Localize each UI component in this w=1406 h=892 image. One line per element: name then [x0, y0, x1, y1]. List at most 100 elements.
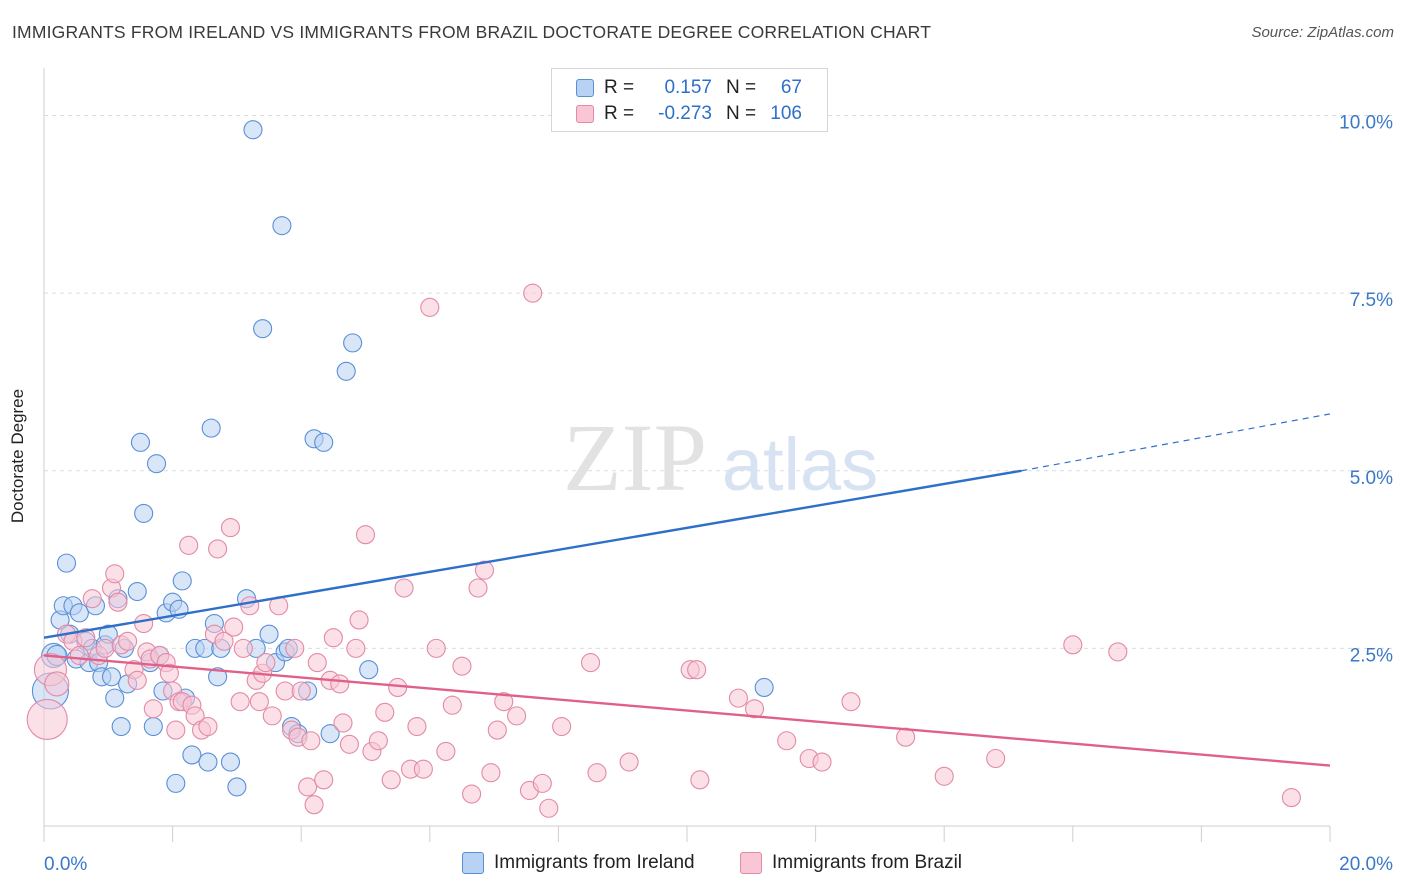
brazil-point [95, 638, 115, 658]
legend-swatch-brazil [740, 852, 762, 874]
brazil-point [986, 748, 1006, 769]
stats-n-label: N = [726, 77, 757, 98]
brazil-point [744, 699, 765, 719]
chart-title: IMMIGRANTS FROM IRELAND VS IMMIGRANTS FR… [12, 22, 932, 42]
stats-n-value: 67 [780, 77, 802, 98]
watermark-zip: ZIP [563, 404, 707, 511]
brazil-point [841, 692, 861, 712]
stats-row-brazil: R = -0.273 N = 106 [576, 102, 802, 126]
brazil-point [690, 770, 710, 790]
ireland-point [182, 745, 202, 765]
x-tick-label: 20.0% [1339, 854, 1393, 875]
brazil-point [301, 731, 321, 751]
brazil-point [240, 596, 260, 616]
brazil-point [934, 766, 954, 786]
brazil-point [166, 720, 186, 740]
brazil-point [355, 525, 376, 545]
y-tick-label: 2.5% [1350, 645, 1393, 666]
brazil-point [413, 759, 433, 779]
stats-r-label: R = [604, 77, 635, 98]
ireland-point [201, 418, 221, 438]
brazil-point [108, 592, 128, 612]
ireland-point [359, 660, 379, 680]
brazil-trend-line [43, 654, 1331, 767]
stats-box: R = 0.157 N = 67 R = -0.273 N = 106 [551, 68, 828, 132]
ireland-point [754, 677, 774, 698]
brazil-point [539, 798, 559, 818]
brazil-point [452, 656, 472, 676]
ireland-point [343, 333, 363, 353]
brazil-point [76, 628, 96, 648]
brazil-point [532, 773, 552, 793]
brazil-point [420, 297, 440, 317]
stats-r-label: R = [604, 103, 635, 124]
brazil-point [507, 706, 527, 726]
brazil-point [442, 695, 462, 715]
stats-r-value: 0.157 [664, 77, 712, 98]
brazil-point [436, 741, 456, 761]
brazil-point [118, 631, 138, 651]
brazil-point [249, 692, 269, 712]
legend-label-brazil: Immigrants from Brazil [772, 852, 963, 873]
ireland-point [220, 752, 241, 772]
brazil-point [468, 578, 488, 598]
y-tick-label: 7.5% [1350, 290, 1393, 311]
ireland-point [259, 624, 279, 644]
brazil-point [230, 692, 250, 712]
brazil-point [368, 731, 388, 751]
brazil-point [333, 713, 353, 733]
brazil-point [208, 539, 228, 559]
brazil-point [275, 681, 295, 701]
stats-n-value: 106 [770, 103, 802, 124]
brazil-point [523, 283, 543, 303]
brazil-point [462, 784, 482, 804]
ireland-point [127, 581, 147, 602]
watermark: ZIP atlas [563, 404, 878, 511]
legend-label-ireland: Immigrants from Ireland [494, 852, 695, 873]
brazil-point [44, 671, 70, 697]
ireland-point [243, 120, 263, 140]
ireland-point [69, 603, 89, 623]
ireland-trend-extension [1021, 413, 1331, 472]
brazil-point [494, 692, 514, 712]
brazil-point [26, 698, 68, 740]
brazil-point [349, 610, 369, 630]
brazil-point [314, 770, 334, 790]
brazil-point [198, 716, 218, 737]
ireland-point [336, 361, 356, 381]
ireland-point [111, 716, 131, 737]
brazil-point [346, 638, 366, 658]
brazil-point [224, 617, 244, 637]
brazil-point [262, 706, 282, 726]
legend-item-ireland[interactable]: Immigrants from Ireland [462, 852, 695, 874]
brazil-point [214, 631, 234, 651]
grid-layer [43, 68, 1392, 842]
brazil-point [587, 763, 607, 783]
ireland-point [208, 667, 228, 687]
tick-label-layer: 2.5% 5.0% 7.5% 10.0% 0.0% 20.0% [44, 113, 1393, 875]
brazil-point [339, 734, 359, 754]
ireland-point [166, 773, 186, 793]
points-layer [26, 120, 1301, 818]
brazil-point [474, 560, 495, 580]
stats-swatch-ireland [576, 79, 594, 97]
brazil-point [1281, 788, 1301, 808]
brazil-point [233, 638, 253, 658]
brazil-point [1063, 635, 1083, 655]
y-tick-label: 5.0% [1350, 468, 1393, 489]
legend-item-brazil[interactable]: Immigrants from Brazil [740, 852, 962, 874]
brazil-point [777, 731, 797, 751]
brazil-point [220, 518, 241, 538]
brazil-point [552, 716, 572, 737]
y-tick-label: 10.0% [1339, 113, 1393, 134]
brazil-point [291, 681, 311, 701]
brazil-point [143, 699, 163, 719]
brazil-point [375, 702, 395, 722]
brazil-point [285, 638, 305, 658]
brazil-point [179, 535, 199, 555]
brazil-point [304, 795, 324, 815]
ireland-point [105, 688, 125, 708]
brazil-point [487, 720, 507, 740]
ireland-point [146, 454, 167, 474]
